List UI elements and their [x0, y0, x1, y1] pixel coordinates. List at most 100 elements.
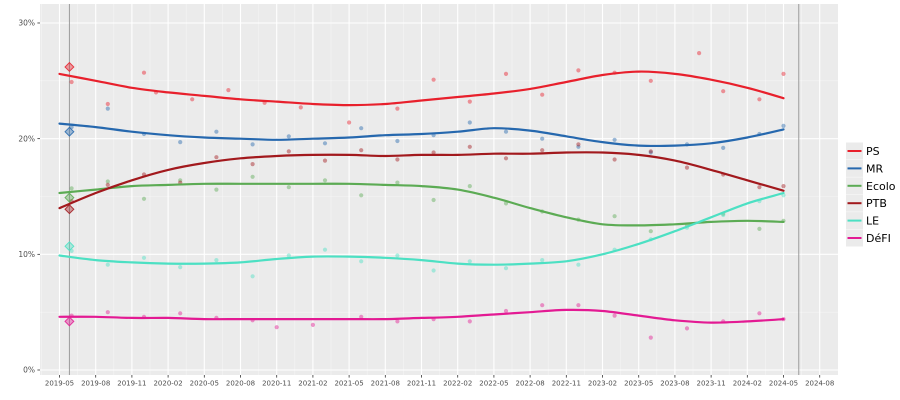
x-tick-label: 2020-11: [262, 380, 291, 388]
x-tick-label: 2021-11: [407, 380, 436, 388]
poll-point-PTB: [322, 158, 328, 163]
trend-line-DéFI: [58, 308, 785, 324]
poll-point-Ecolo: [178, 178, 183, 183]
x-tick-label: 2021-08: [371, 380, 400, 388]
poll-point-LE: [105, 262, 110, 267]
poll-point-LE: [286, 253, 291, 258]
poll-point-LE: [576, 262, 581, 267]
x-tick-label: 2019-11: [117, 380, 146, 388]
trend-line-PTB: [58, 151, 785, 210]
poll-point-DéFI: [757, 311, 762, 316]
poll-point-MR: [721, 145, 726, 150]
poll-point-PS: [781, 71, 786, 76]
poll-point-PTB: [395, 157, 400, 162]
poll-point-PTB: [431, 150, 436, 155]
x-tick-label: 2020-05: [190, 380, 219, 388]
y-tick-label: 20%: [18, 134, 35, 143]
gridlines: [40, 4, 838, 375]
poll-point-DéFI: [540, 303, 545, 308]
poll-point-LE: [467, 259, 472, 264]
poll-point-PTB: [359, 148, 364, 153]
poll-point-PS: [395, 106, 400, 111]
y-tick-label: 30%: [18, 19, 35, 28]
poll-point-MR: [359, 126, 364, 131]
x-tick-label: 2022-02: [443, 380, 472, 388]
poll-point-PS: [540, 92, 545, 97]
poll-point-PS: [503, 71, 509, 76]
poll-point-PS: [757, 97, 762, 102]
poll-point-DéFI: [612, 313, 617, 318]
x-tick-label: 2023-05: [624, 380, 653, 388]
poll-point-DéFI: [105, 310, 110, 315]
election-result-MR: [64, 126, 75, 137]
legend-item-PTB: PTB: [846, 194, 887, 212]
legend-item-MR: MR: [846, 159, 883, 177]
y-tick-label: 0%: [23, 366, 35, 375]
poll-point-PS: [648, 78, 653, 83]
poll-point-Ecolo: [612, 214, 617, 219]
x-tick-label: 2023-08: [660, 380, 689, 388]
poll-point-PS: [431, 77, 436, 82]
poll-point-Ecolo: [141, 196, 147, 201]
poll-point-PS: [721, 89, 726, 94]
poll-point-Ecolo: [648, 229, 653, 234]
poll-point-PS: [69, 79, 74, 85]
poll-point-PTB: [684, 165, 690, 170]
poll-point-MR: [395, 138, 400, 144]
poll-point-Ecolo: [322, 178, 328, 183]
poll-point-Ecolo: [69, 186, 74, 191]
poll-point-PS: [141, 70, 147, 75]
election-result-PS: [64, 61, 75, 73]
poll-point-LE: [250, 274, 255, 279]
poll-point-PTB: [648, 149, 653, 154]
x-tick-label: 2024-02: [733, 380, 762, 388]
x-tick-label: 2020-08: [226, 380, 255, 388]
poll-point-PTB: [250, 162, 255, 167]
poll-point-Ecolo: [395, 180, 400, 185]
poll-point-PTB: [612, 157, 617, 162]
poll-point-PTB: [467, 144, 472, 149]
election-result-LE: [64, 241, 75, 252]
poll-point-MR: [467, 120, 472, 125]
poll-point-MR: [322, 141, 328, 146]
poll-point-LE: [395, 253, 400, 258]
poll-point-PS: [347, 120, 352, 125]
x-tick-label: 2022-05: [479, 380, 508, 388]
poll-point-MR: [540, 136, 545, 141]
poll-point-DéFI: [503, 308, 509, 314]
election-result-DéFI: [64, 316, 75, 327]
x-tick-label: 2022-11: [552, 380, 581, 388]
poll-point-MR: [648, 150, 653, 155]
legend: PS MR Ecolo PTB LE DéFI: [846, 142, 896, 247]
legend-label: Ecolo: [866, 180, 896, 193]
poll-point-PTB: [781, 184, 786, 189]
plot-panel: [40, 4, 838, 375]
legend-item-Ecolo: Ecolo: [846, 177, 896, 195]
poll-point-DéFI: [359, 314, 364, 319]
poll-point-PS: [576, 68, 581, 73]
poll-point-PTB: [214, 155, 219, 160]
poll-point-PTB: [503, 156, 509, 161]
poll-point-MR: [503, 129, 509, 134]
x-tick-label: 2024-08: [805, 380, 834, 388]
election-result-PTB: [64, 204, 75, 215]
poll-point-MR: [178, 140, 183, 145]
legend-label: PS: [866, 145, 880, 158]
poll-point-LE: [540, 258, 545, 263]
poll-point-Ecolo: [431, 197, 436, 203]
poll-point-LE: [178, 265, 183, 270]
poll-point-PTB: [105, 182, 110, 187]
poll-point-DéFI: [310, 322, 315, 327]
poll-point-LE: [359, 259, 364, 264]
x-tick-label: 2020-02: [153, 380, 182, 388]
poll-point-LE: [431, 268, 436, 273]
legend-item-LE: LE: [846, 212, 879, 230]
poll-point-MR: [576, 144, 581, 149]
poll-point-PS: [105, 101, 110, 107]
poll-point-Ecolo: [467, 184, 472, 189]
poll-point-DéFI: [274, 325, 279, 330]
poll-point-PTB: [286, 149, 291, 154]
x-tick-label: 2022-08: [515, 380, 544, 388]
